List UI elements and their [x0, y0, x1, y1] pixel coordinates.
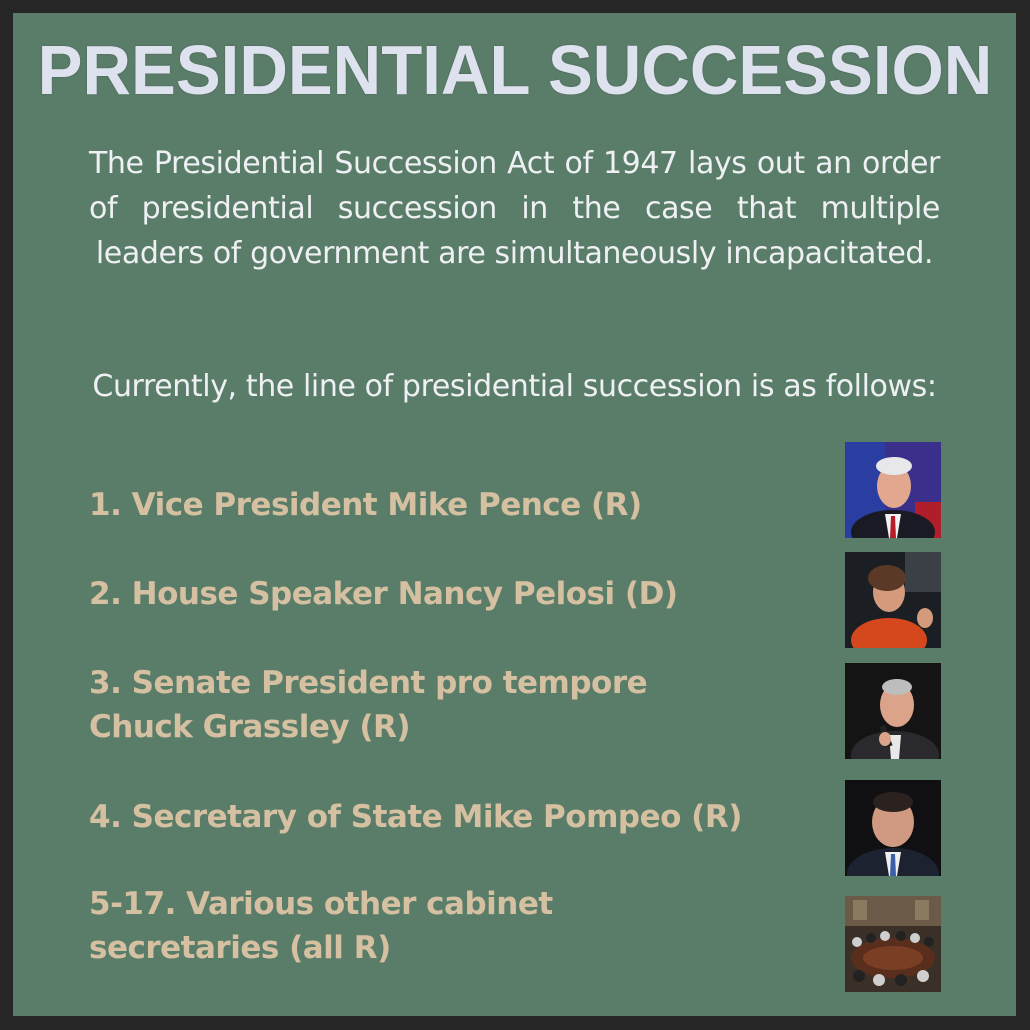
page-title: PRESIDENTIAL SUCCESSION — [37, 31, 993, 109]
succession-item-5-line1: 5-17. Various other cabinet — [89, 886, 553, 922]
succession-item-5-line2: secretaries (all R) — [89, 930, 391, 966]
intro-paragraph: The Presidential Succession Act of 1947 … — [89, 146, 940, 271]
succession-item-2-text: 2. House Speaker Nancy Pelosi (D) — [89, 576, 678, 612]
succession-item-3-line1: 3. Senate President pro tempore — [89, 665, 648, 701]
house-speaker-photo — [845, 552, 941, 648]
succession-item-2: 2. House Speaker Nancy Pelosi (D) — [89, 572, 809, 616]
cabinet-meeting-photo — [845, 896, 941, 992]
succession-item-1: 1. Vice President Mike Pence (R) — [89, 483, 809, 527]
vice-president-photo — [845, 442, 941, 538]
succession-item-5: 5-17. Various other cabinet secretaries … — [89, 882, 809, 970]
succession-item-4-text: 4. Secretary of State Mike Pompeo (R) — [89, 799, 742, 835]
succession-item-4: 4. Secretary of State Mike Pompeo (R) — [89, 795, 809, 839]
intro-followup-paragraph: Currently, the line of presidential succ… — [92, 369, 937, 404]
senate-president-photo — [845, 663, 941, 759]
secretary-of-state-photo — [845, 780, 941, 876]
succession-item-1-text: 1. Vice President Mike Pence (R) — [89, 487, 642, 523]
succession-item-3: 3. Senate President pro tempore Chuck Gr… — [89, 661, 809, 749]
succession-item-3-line2: Chuck Grassley (R) — [89, 709, 411, 745]
